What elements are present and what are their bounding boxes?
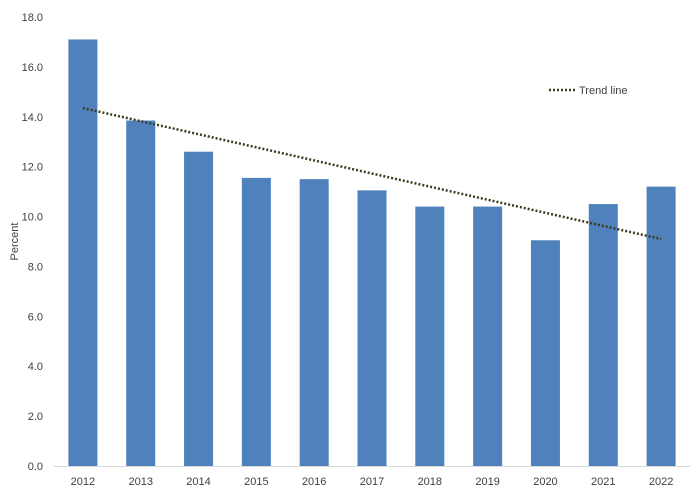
bar [299, 179, 329, 466]
x-tick-label: 2016 [302, 476, 326, 488]
trend-line [82, 106, 662, 241]
y-tick-label: 18.0 [22, 12, 43, 24]
y-tick-label: 6.0 [28, 311, 43, 323]
y-tick-label: 0.0 [28, 461, 43, 473]
y-tick-label: 16.0 [22, 62, 43, 74]
y-tick-label: 4.0 [28, 361, 43, 373]
bar [241, 177, 271, 466]
trend-line-path [82, 106, 662, 241]
x-tick-label: 2014 [186, 476, 210, 488]
y-axis: 0.0 2.0 4.0 6.0 8.0 10.0 12.0 14.0 16.0 18.0 [22, 12, 43, 473]
x-tick-label: 2022 [649, 476, 673, 488]
legend-trend-line-label: Trend line [579, 85, 628, 97]
bar [126, 120, 156, 467]
legend: Trend line [549, 85, 628, 97]
x-tick-label: 2012 [71, 476, 95, 488]
bar [646, 186, 676, 466]
x-tick-label: 2013 [128, 476, 152, 488]
bar [68, 39, 98, 466]
x-tick-label: 2019 [475, 476, 499, 488]
y-tick-label: 12.0 [22, 162, 43, 174]
bar [473, 206, 503, 467]
bar [415, 206, 445, 467]
x-tick-label: 2020 [533, 476, 557, 488]
x-tick-label: 2021 [591, 476, 615, 488]
x-tick-label: 2015 [244, 476, 268, 488]
bar [588, 204, 618, 467]
y-axis-title: Percent [9, 223, 21, 261]
bar [184, 151, 214, 466]
y-tick-label: 10.0 [22, 212, 43, 224]
bars [68, 39, 676, 467]
y-tick-label: 2.0 [28, 411, 43, 423]
y-tick-label: 14.0 [22, 112, 43, 124]
bar [530, 240, 560, 466]
x-tick-label: 2018 [418, 476, 442, 488]
y-tick-label: 8.0 [28, 261, 43, 273]
x-tick-label: 2017 [360, 476, 384, 488]
bar [357, 190, 387, 466]
x-axis: 2012 2013 2014 2015 2016 2017 2018 2019 2020 2021… [54, 466, 690, 488]
